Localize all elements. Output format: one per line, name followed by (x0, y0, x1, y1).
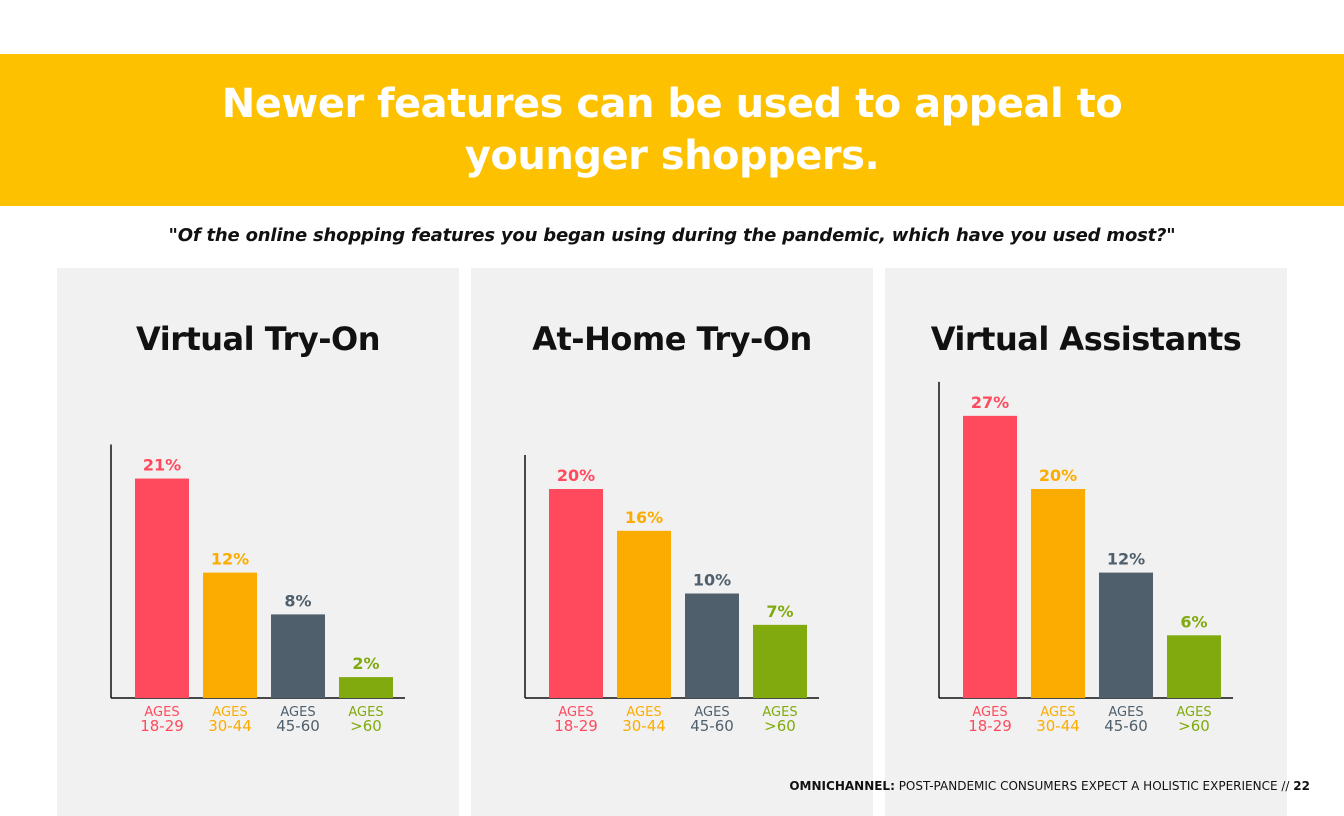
x-tick-label-line2: 18-29 (968, 717, 1012, 735)
data-label: 12% (1107, 550, 1145, 569)
bar-virtual-try-on-1 (135, 478, 189, 698)
bar-at-home-try-on-3 (685, 593, 739, 698)
x-tick-label-line1: AGES (348, 705, 383, 720)
x-tick-label-line1: AGES (1176, 705, 1211, 720)
x-tick-label: AGES >60 (1176, 705, 1211, 735)
x-tick-label-line2: >60 (350, 717, 382, 735)
data-label: 2% (352, 654, 379, 673)
x-tick-label-line1: AGES (1040, 705, 1075, 720)
x-tick-label-line2: 45-60 (1104, 717, 1148, 735)
data-label: 16% (625, 508, 663, 527)
data-label: 10% (693, 571, 731, 590)
footer-section-label: OMNICHANNEL: (789, 779, 895, 793)
bar-at-home-try-on-1 (549, 489, 603, 698)
x-tick-label-line2: 45-60 (690, 717, 734, 735)
headline-banner: Newer features can be used to appeal to … (0, 54, 1344, 206)
x-tick-label-line1: AGES (280, 705, 315, 720)
x-tick-label: AGES 18-29 (554, 705, 598, 735)
x-tick-label-line1: AGES (972, 705, 1007, 720)
x-tick-label-line1: AGES (558, 705, 593, 720)
x-tick-label-line2: 30-44 (622, 717, 666, 735)
page-number: 22 (1293, 779, 1310, 793)
x-tick-label-line1: AGES (212, 705, 247, 720)
bar-virtual-assistants-2 (1031, 489, 1085, 698)
x-tick-label: AGES 45-60 (1104, 705, 1148, 735)
bar-at-home-try-on-2 (617, 530, 671, 698)
data-label: 27% (971, 393, 1009, 412)
chart-panel-at-home-try-on: At-Home Try-On 20% AGES 18-29 16% AGES 30-44 10… (471, 268, 873, 816)
data-label: 20% (557, 466, 595, 485)
x-tick-label-line2: 30-44 (208, 717, 252, 735)
bar-virtual-try-on-3 (271, 614, 325, 698)
footer-text: POST-PANDEMIC CONSUMERS EXPECT A HOLISTI… (894, 779, 1294, 793)
bar-virtual-assistants-3 (1099, 572, 1153, 698)
chart-title: At-Home Try-On (532, 320, 812, 358)
x-tick-label-line1: AGES (762, 705, 797, 720)
x-tick-label: AGES 18-29 (968, 705, 1012, 735)
x-tick-label: AGES 30-44 (208, 705, 252, 735)
x-tick-label-line2: 45-60 (276, 717, 320, 735)
data-label: 7% (766, 602, 793, 621)
x-tick-label-line1: AGES (626, 705, 661, 720)
x-tick-label: AGES 45-60 (690, 705, 734, 735)
survey-question: "Of the online shopping features you beg… (168, 225, 1176, 246)
x-tick-label: AGES 18-29 (140, 705, 184, 735)
chart-title: Virtual Assistants (931, 320, 1242, 358)
x-tick-label: AGES 45-60 (276, 705, 320, 735)
chart-panel-virtual-assistants: Virtual Assistants 27% AGES 18-29 20% AGES 30-… (885, 268, 1287, 816)
x-tick-label-line2: 18-29 (554, 717, 598, 735)
bar-virtual-assistants-1 (963, 415, 1017, 698)
x-tick-label-line1: AGES (694, 705, 729, 720)
data-label: 20% (1039, 466, 1077, 485)
bar-virtual-try-on-4 (339, 677, 393, 698)
data-label: 21% (143, 456, 181, 475)
bar-at-home-try-on-4 (753, 624, 807, 698)
headline: Newer features can be used to appeal to … (221, 81, 1123, 179)
x-tick-label: AGES >60 (762, 705, 797, 735)
x-tick-label: AGES 30-44 (622, 705, 666, 735)
x-tick-label-line2: >60 (1178, 717, 1210, 735)
page-footer: OMNICHANNEL: POST-PANDEMIC CONSUMERS EXP… (789, 779, 1310, 793)
x-tick-label-line2: 18-29 (140, 717, 184, 735)
x-tick-label-line1: AGES (1108, 705, 1143, 720)
x-tick-label-line1: AGES (144, 705, 179, 720)
bar-virtual-try-on-2 (203, 572, 257, 698)
bar-virtual-assistants-4 (1167, 635, 1221, 698)
data-label: 12% (211, 550, 249, 569)
chart-title: Virtual Try-On (136, 320, 380, 358)
x-tick-label: AGES 30-44 (1036, 705, 1080, 735)
x-tick-label: AGES >60 (348, 705, 383, 735)
chart-panel-virtual-try-on: Virtual Try-On 21% AGES 18-29 12% AGES 30-44 8%… (57, 268, 459, 816)
x-tick-label-line2: 30-44 (1036, 717, 1080, 735)
data-label: 8% (284, 591, 311, 610)
x-tick-label-line2: >60 (764, 717, 796, 735)
data-label: 6% (1180, 612, 1207, 631)
